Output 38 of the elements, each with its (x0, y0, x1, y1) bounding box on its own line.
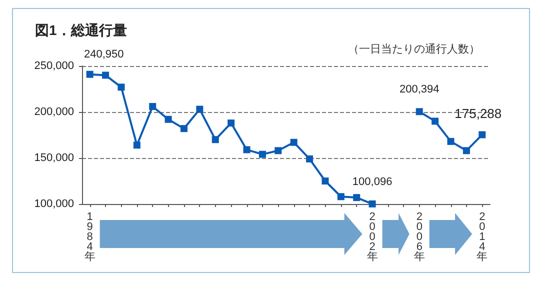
point (164, 116, 172, 123)
point (306, 155, 314, 162)
point (196, 106, 204, 113)
text: （一日当たりの通行人数） (348, 42, 480, 56)
point (212, 136, 219, 144)
point (337, 193, 344, 200)
x-tick-label: 1984年 (84, 211, 96, 263)
point (133, 142, 140, 149)
data-label: 175,288 (454, 106, 502, 122)
point (322, 178, 329, 184)
data-label: 240,950 (84, 48, 124, 60)
point (258, 150, 266, 158)
y-tick-label: 100,000 (34, 198, 74, 210)
x-tick-label: 2014年 (476, 211, 488, 263)
y-tick-label: 200,000 (34, 106, 74, 118)
point (432, 118, 439, 125)
data-label: 200,394 (400, 84, 440, 96)
point (462, 147, 470, 154)
point (447, 138, 454, 145)
point (180, 125, 188, 132)
point (368, 200, 376, 208)
data-label: 100,096 (352, 176, 392, 188)
x-tick-label: 2006年 (414, 211, 425, 263)
y-tick-label: 250,000 (34, 60, 74, 72)
point (86, 70, 94, 78)
point (416, 108, 423, 116)
point (353, 194, 360, 202)
point (228, 120, 235, 127)
point (118, 84, 125, 91)
point (478, 131, 486, 138)
x-tick-label: 2002年 (366, 211, 378, 263)
point (290, 138, 298, 146)
point (243, 146, 250, 154)
point (149, 102, 156, 110)
point (102, 72, 110, 79)
point (274, 147, 282, 154)
y-tick-label: 150,000 (34, 152, 74, 164)
chart-title: 図1．総通行量 (35, 22, 127, 38)
